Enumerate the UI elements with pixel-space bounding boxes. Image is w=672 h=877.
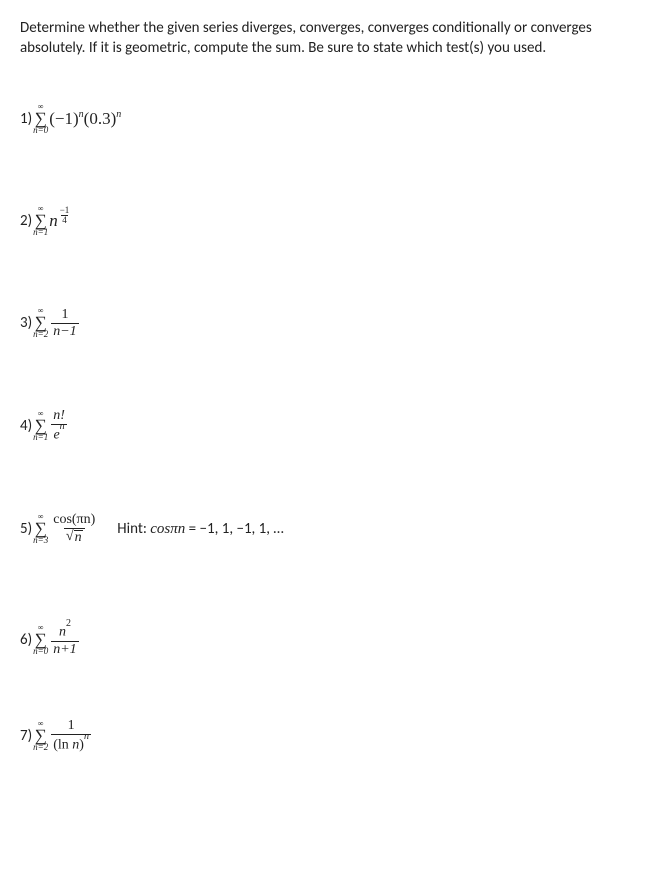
fraction: n! en — [51, 409, 67, 443]
problem-4: 4) ∞ ∑ n=1 n! en — [20, 409, 652, 443]
sigma-icon: ∞ ∑ n=1 — [33, 410, 48, 442]
series-expression: ∞ ∑ n=2 1 n−1 — [32, 307, 81, 339]
series-expression: ∞ ∑ n=3 cos(πn) √n — [32, 513, 99, 545]
problem-2: 2) ∞ ∑ n=1 n −1 4 — [20, 205, 652, 237]
fraction: n2 n+1 — [51, 623, 78, 657]
sigma-icon: ∞ ∑ n=2 — [33, 307, 48, 339]
instructions-text: Determine whether the given series diver… — [20, 18, 652, 59]
problem-number: 6) — [20, 631, 32, 649]
problem-number: 4) — [20, 417, 32, 435]
series-expression: ∞ ∑ n=0 n2 n+1 — [32, 623, 81, 657]
series-expression: ∞ ∑ n=1 n −1 4 — [32, 205, 70, 237]
exponent-fraction: −1 4 — [59, 206, 71, 225]
fraction: 1 n−1 — [51, 308, 78, 339]
series-expression: ∞ ∑ n=1 n! en — [32, 409, 69, 443]
problem-number: 1) — [20, 110, 32, 128]
sigma-icon: ∞ ∑ n=3 — [33, 513, 48, 545]
problem-number: 2) — [20, 212, 32, 230]
hint-text: Hint: cosπn = −1, 1, −1, 1, … — [117, 520, 283, 538]
problem-number: 5) — [20, 520, 32, 538]
sqrt-icon: √n — [66, 530, 83, 545]
problem-number: 3) — [20, 314, 32, 332]
problem-5: 5) ∞ ∑ n=3 cos(πn) √n Hint: cosπn = −1, … — [20, 513, 652, 545]
fraction: 1 (ln n)n — [51, 719, 91, 753]
problem-3: 3) ∞ ∑ n=2 1 n−1 — [20, 307, 652, 339]
problem-1: 1) ∞ ∑ n=0 (−1)n (0.3)n — [20, 103, 652, 135]
series-expression: ∞ ∑ n=2 1 (ln n)n — [32, 719, 93, 753]
sigma-icon: ∞ ∑ n=2 — [33, 720, 48, 752]
sigma-icon: ∞ ∑ n=1 — [33, 205, 48, 237]
sigma-icon: ∞ ∑ n=0 — [33, 624, 48, 656]
problem-number: 7) — [20, 727, 32, 745]
problem-6: 6) ∞ ∑ n=0 n2 n+1 — [20, 623, 652, 657]
sigma-icon: ∞ ∑ n=0 — [33, 103, 48, 135]
series-expression: ∞ ∑ n=0 (−1)n (0.3)n — [32, 103, 121, 135]
fraction: cos(πn) √n — [51, 513, 97, 545]
problem-7: 7) ∞ ∑ n=2 1 (ln n)n — [20, 719, 652, 753]
